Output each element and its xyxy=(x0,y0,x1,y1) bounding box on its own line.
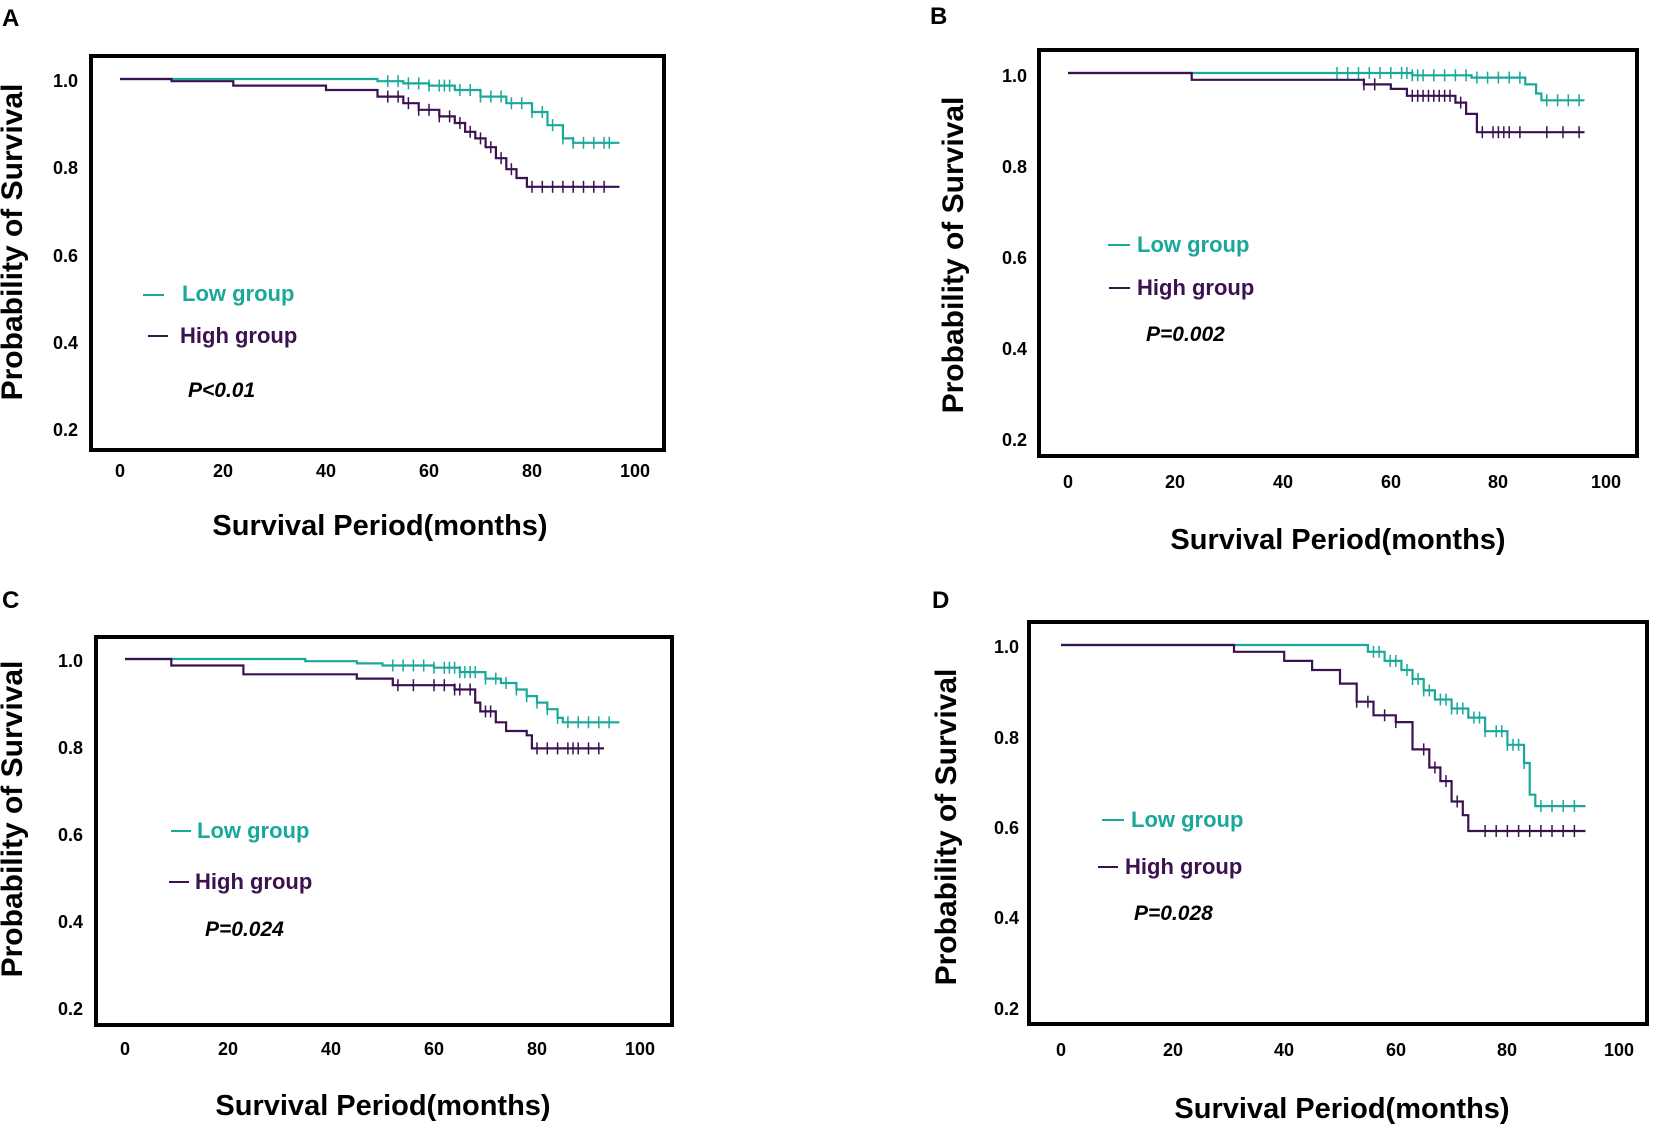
y-tick-label: 0.2 xyxy=(994,999,1019,1019)
y-axis-label: Probability of Survival xyxy=(930,669,963,986)
x-tick-label: 80 xyxy=(527,1039,547,1059)
x-axis-label: Survival Period(months) xyxy=(215,1090,550,1122)
legend: Low group High group xyxy=(1108,232,1254,300)
y-tick-label: 0.8 xyxy=(1002,157,1027,177)
low-group-curve xyxy=(125,657,620,724)
y-tick-label: 1.0 xyxy=(53,71,78,91)
y-tick-label: 0.6 xyxy=(994,818,1019,838)
legend-label-low: Low group xyxy=(1131,807,1243,832)
y-tick-label: 0.6 xyxy=(58,825,83,845)
y-tick-label: 0.2 xyxy=(53,420,78,440)
y-tick-label: 0.2 xyxy=(1002,430,1027,450)
x-tick-label: 60 xyxy=(1386,1040,1406,1060)
panel-d: D Probability of Survival 1.0 0.8 0.6 0.… xyxy=(930,587,1649,1125)
legend-label-high: High group xyxy=(1125,854,1242,879)
x-tick-label: 40 xyxy=(1273,472,1293,492)
low-group-curve xyxy=(1068,71,1585,102)
x-tick-label: 40 xyxy=(316,461,336,481)
y-axis-label: Probability of Survival xyxy=(0,661,29,978)
y-tick-label: 0.6 xyxy=(1002,248,1027,268)
plot-frame xyxy=(1027,620,1649,1026)
x-tick-label: 80 xyxy=(1488,472,1508,492)
y-tick-label: 0.4 xyxy=(1002,339,1027,359)
y-tick-label: 1.0 xyxy=(58,651,83,671)
y-tick-label: 0.8 xyxy=(58,738,83,758)
panel-c: C Probability of Survival 1.0 0.8 0.6 0.… xyxy=(0,587,674,1122)
x-tick-label: 40 xyxy=(1274,1040,1294,1060)
x-tick-label: 0 xyxy=(115,461,125,481)
panel-letter-a: A xyxy=(2,5,19,32)
x-tick-label: 60 xyxy=(419,461,439,481)
x-tick-label: 100 xyxy=(1591,472,1621,492)
panel-b: B Probability of Survival 1.0 0.8 0.6 0.… xyxy=(930,3,1639,556)
x-tick-label: 100 xyxy=(625,1039,655,1059)
legend-label-high: High group xyxy=(195,869,312,894)
panel-a: A Probability of Survival 1.0 0.8 0.6 0.… xyxy=(0,5,666,542)
y-axis-label: Probability of Survival xyxy=(937,97,970,414)
legend-label-high: High group xyxy=(180,323,297,348)
low-group-curve xyxy=(120,77,620,144)
legend: Low group High group xyxy=(169,818,312,894)
plot-frame xyxy=(1037,48,1639,458)
plot-frame xyxy=(94,635,674,1027)
legend-label-low: Low group xyxy=(182,281,294,306)
p-value-annotation: P=0.002 xyxy=(1146,323,1225,346)
x-tick-label: 20 xyxy=(1165,472,1185,492)
legend-label-low: Low group xyxy=(197,818,309,843)
y-tick-label: 0.4 xyxy=(53,333,78,353)
p-value-annotation: P=0.024 xyxy=(205,918,284,941)
y-tick-label: 0.6 xyxy=(53,246,78,266)
y-tick-label: 0.8 xyxy=(53,158,78,178)
legend-label-low: Low group xyxy=(1137,232,1249,257)
x-tick-label: 40 xyxy=(321,1039,341,1059)
x-tick-label: 20 xyxy=(1163,1040,1183,1060)
x-axis-label: Survival Period(months) xyxy=(212,510,547,542)
x-axis-label: Survival Period(months) xyxy=(1170,524,1505,556)
x-tick-label: 0 xyxy=(120,1039,130,1059)
x-tick-label: 100 xyxy=(1604,1040,1634,1060)
high-group-curve xyxy=(1068,71,1585,134)
high-group-curve xyxy=(120,77,620,188)
y-tick-label: 0.8 xyxy=(994,728,1019,748)
x-tick-label: 80 xyxy=(1497,1040,1517,1060)
y-tick-label: 0.4 xyxy=(58,912,83,932)
legend-label-high: High group xyxy=(1137,275,1254,300)
x-axis-label: Survival Period(months) xyxy=(1174,1093,1509,1125)
panel-letter-d: D xyxy=(932,587,949,614)
panel-letter-b: B xyxy=(930,3,947,30)
x-tick-label: 60 xyxy=(1381,472,1401,492)
p-value-annotation: P=0.028 xyxy=(1134,902,1213,925)
p-value-annotation: P<0.01 xyxy=(188,379,255,402)
plot-frame xyxy=(89,54,666,452)
y-tick-label: 0.2 xyxy=(58,999,83,1019)
x-tick-label: 100 xyxy=(620,461,650,481)
y-axis-label: Probability of Survival xyxy=(0,84,29,401)
x-tick-label: 20 xyxy=(213,461,233,481)
y-tick-label: 1.0 xyxy=(994,637,1019,657)
x-tick-label: 20 xyxy=(218,1039,238,1059)
x-tick-label: 0 xyxy=(1063,472,1073,492)
high-group-curve xyxy=(125,657,604,750)
y-tick-label: 1.0 xyxy=(1002,66,1027,86)
legend: Low group High group xyxy=(1098,807,1243,879)
x-tick-label: 80 xyxy=(522,461,542,481)
x-tick-label: 0 xyxy=(1056,1040,1066,1060)
y-tick-label: 0.4 xyxy=(994,908,1019,928)
legend: Low group High group xyxy=(143,281,297,348)
x-tick-label: 60 xyxy=(424,1039,444,1059)
panel-letter-c: C xyxy=(2,587,19,614)
